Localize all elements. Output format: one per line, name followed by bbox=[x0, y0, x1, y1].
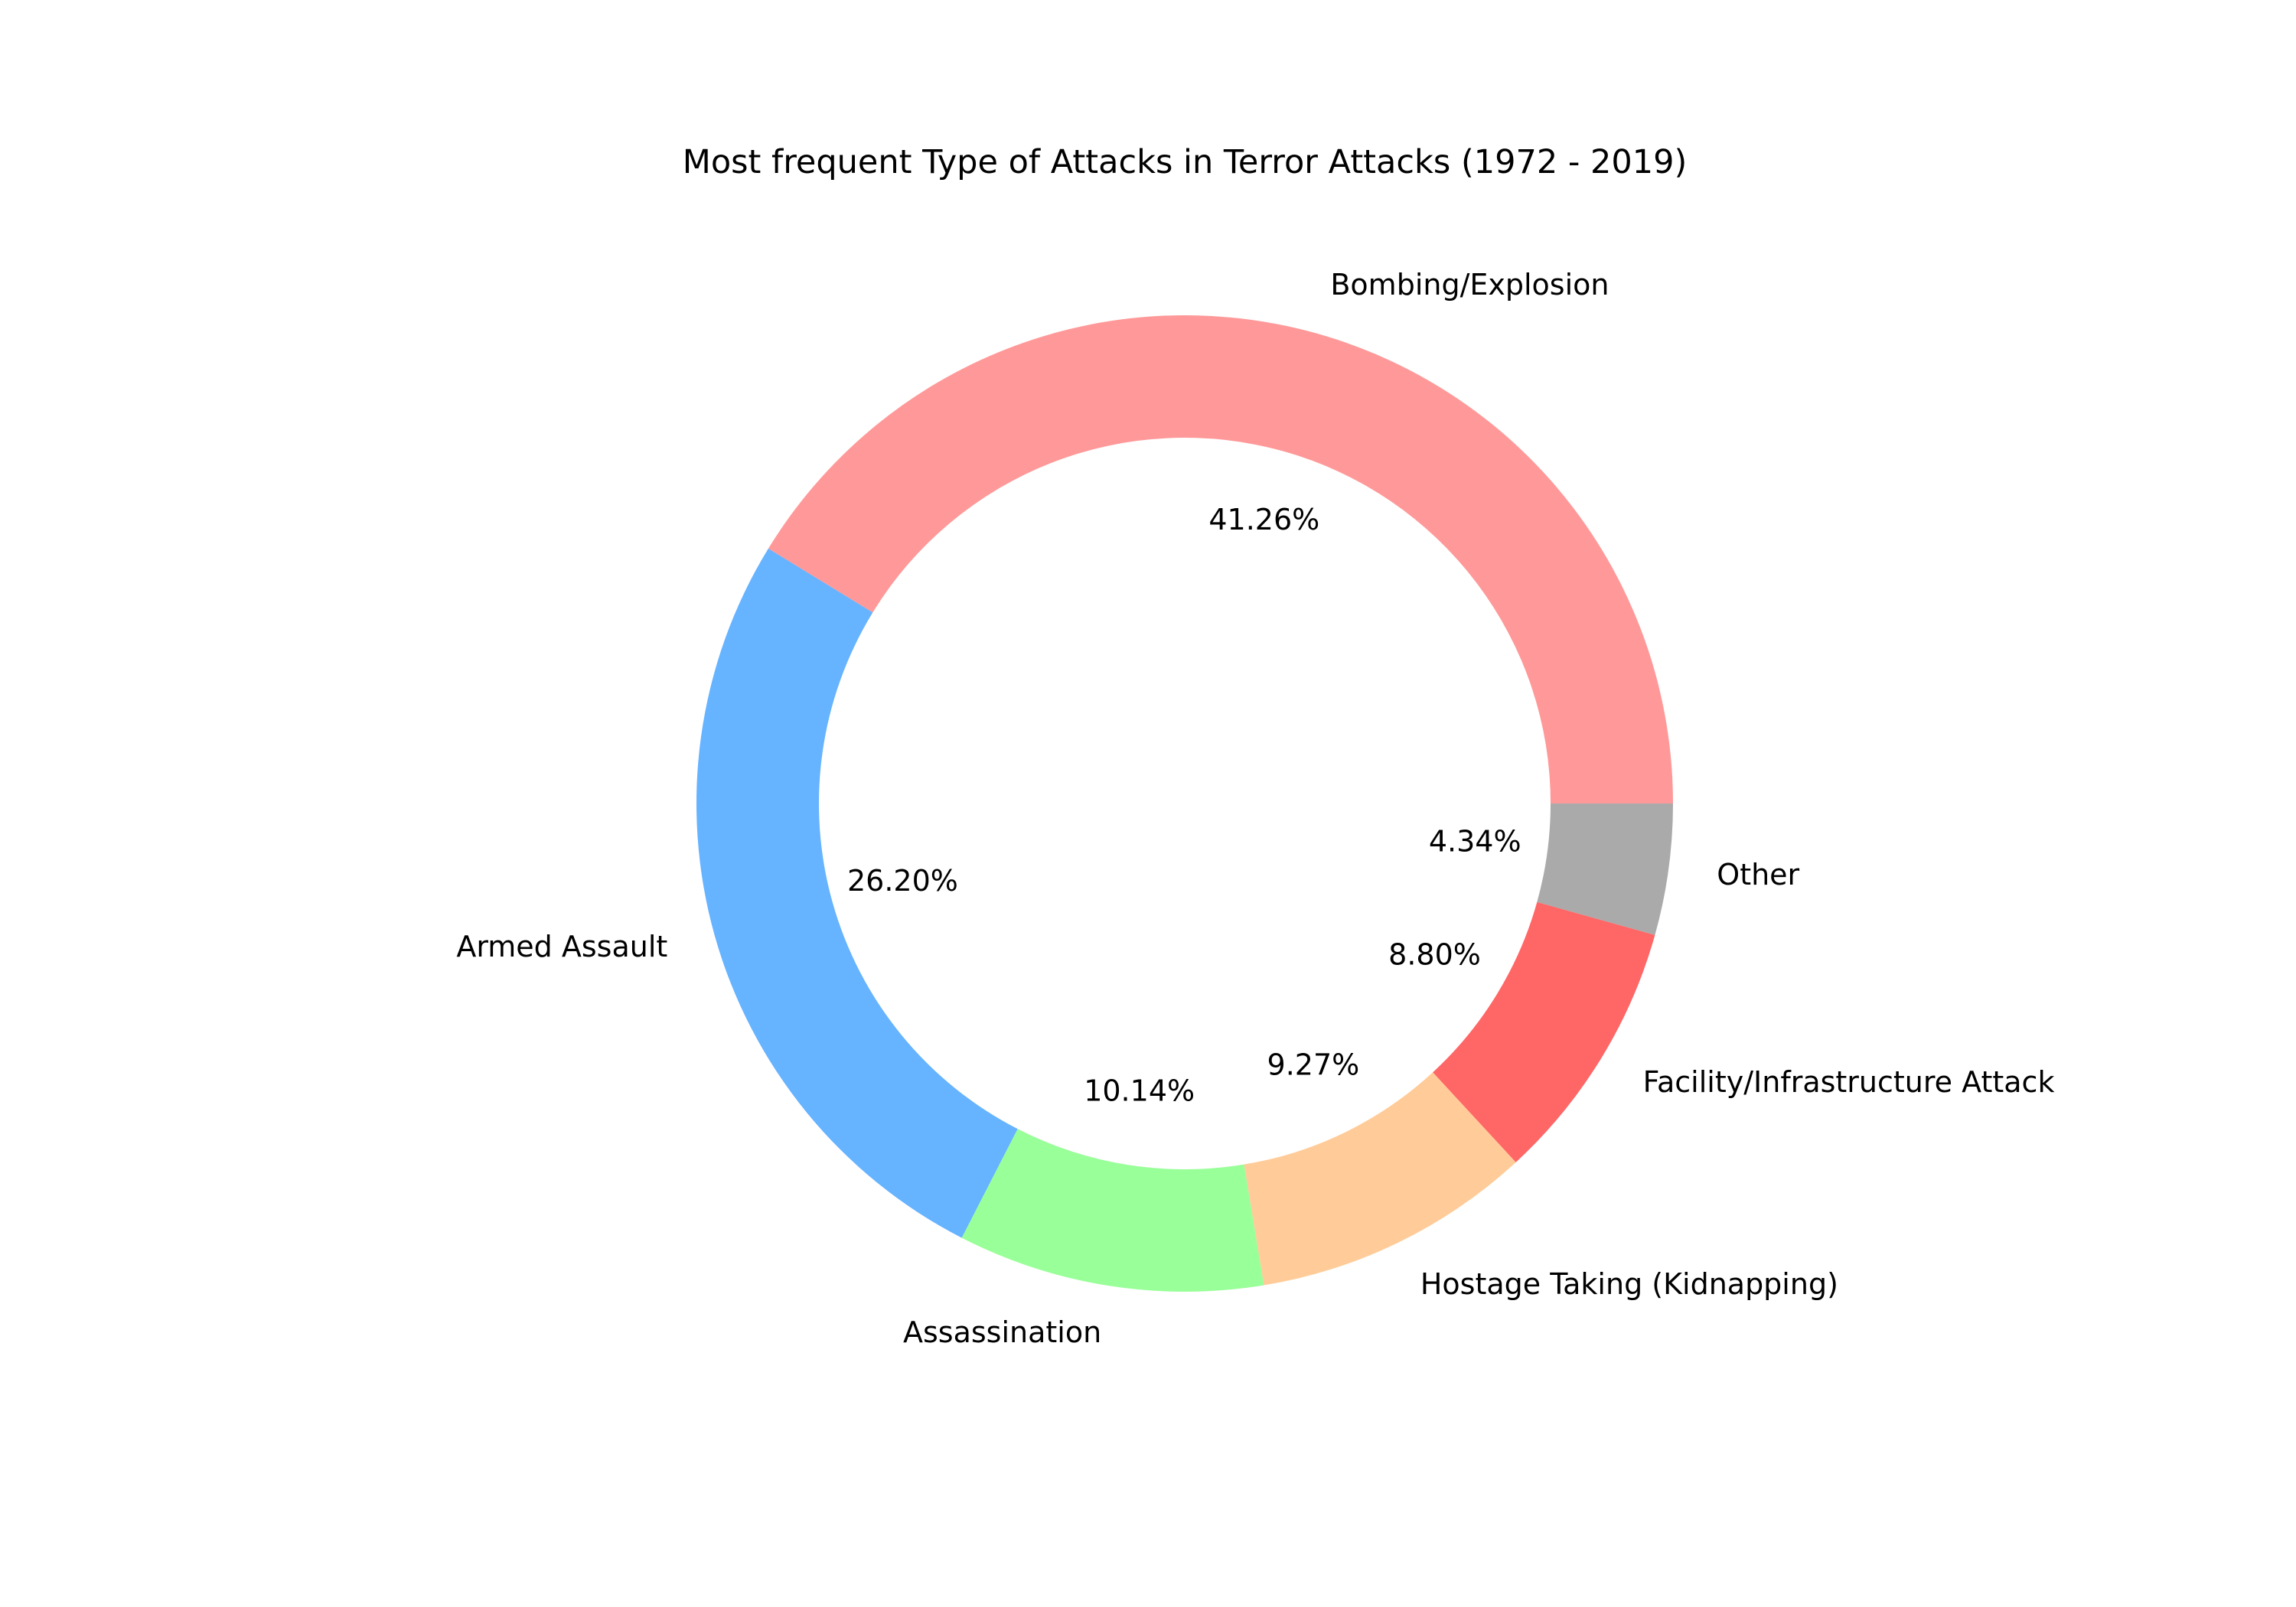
slice-percent-facility-infrastructure-attack: 8.80% bbox=[1388, 937, 1481, 971]
donut-slices bbox=[696, 315, 1673, 1292]
slice-percent-assassination: 10.14% bbox=[1084, 1074, 1195, 1108]
slice-label-armed-assault: Armed Assault bbox=[456, 930, 667, 963]
slice-labels: Bombing/Explosion Armed Assault Assassinat… bbox=[456, 268, 2054, 1349]
slice-percent-hostage-taking-kidnapping: 9.27% bbox=[1267, 1048, 1360, 1082]
slice-label-assassination: Assassination bbox=[903, 1315, 1101, 1349]
slice-label-facility-infrastructure-attack: Facility/Infrastructure Attack bbox=[1643, 1065, 2055, 1099]
slice-percent-bombing-explosion: 41.26% bbox=[1208, 503, 1319, 536]
slice-percent-armed-assault: 26.20% bbox=[847, 864, 958, 898]
slice-label-hostage-taking-kidnapping: Hostage Taking (Kidnapping) bbox=[1420, 1267, 1838, 1301]
chart-title: Most frequent Type of Attacks in Terror … bbox=[683, 143, 1688, 181]
slice-percent-other: 4.34% bbox=[1429, 825, 1521, 859]
slice-other bbox=[1537, 804, 1673, 935]
slice-bombing-explosion bbox=[768, 315, 1673, 804]
slice-armed-assault bbox=[696, 548, 1018, 1238]
slice-label-bombing-explosion: Bombing/Explosion bbox=[1330, 268, 1609, 302]
slice-facility-infrastructure-attack bbox=[1433, 901, 1655, 1162]
slice-label-other: Other bbox=[1717, 858, 1799, 892]
slice-assassination bbox=[961, 1129, 1264, 1292]
slice-hostage-taking-kidnapping bbox=[1244, 1072, 1516, 1286]
percent-labels: 41.26% 26.20% 10.14% 9.27% 8.80% 4.34% bbox=[847, 503, 1521, 1108]
